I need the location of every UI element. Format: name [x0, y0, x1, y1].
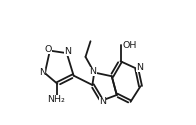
Text: O: O: [45, 45, 52, 54]
Text: N: N: [64, 47, 71, 56]
Text: OH: OH: [123, 41, 137, 50]
Text: N: N: [99, 97, 106, 106]
Text: NH₂: NH₂: [47, 95, 65, 104]
Text: N: N: [90, 67, 96, 76]
Text: N: N: [39, 68, 46, 77]
Text: N: N: [136, 63, 143, 72]
